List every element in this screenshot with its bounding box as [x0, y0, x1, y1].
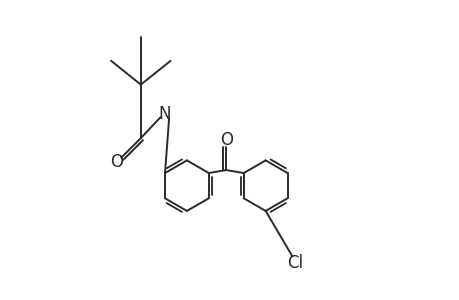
Text: O: O [110, 153, 123, 171]
Text: O: O [219, 131, 232, 149]
Text: Cl: Cl [287, 254, 303, 272]
Text: N: N [158, 105, 170, 123]
